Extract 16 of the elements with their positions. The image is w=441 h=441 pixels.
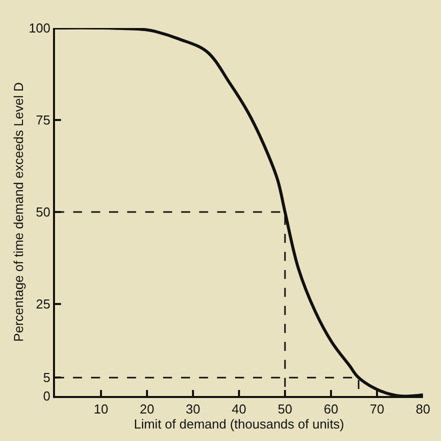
y-tick-label: 75: [36, 112, 50, 128]
y-tick-label: 5: [43, 370, 50, 386]
x-tick-label: 10: [94, 402, 108, 417]
x-tick-label: 60: [324, 402, 338, 417]
x-tick-label: 40: [232, 402, 246, 417]
y-tick-label: 25: [36, 296, 50, 312]
x-tick-label: 30: [186, 402, 200, 417]
y-tick-label: 50: [36, 204, 50, 220]
x-axis-title: Limit of demand (thousands of units): [134, 416, 344, 432]
x-tick-label: 70: [370, 402, 384, 417]
y-tick-label: 0: [43, 388, 50, 404]
y-tick-label: 100: [28, 20, 50, 36]
x-tick-label: 20: [140, 402, 154, 417]
x-tick-label: 80: [416, 402, 430, 417]
x-tick-label: 50: [278, 402, 292, 417]
y-axis-title: Percentage of time demand exceeds Level D: [11, 82, 26, 342]
